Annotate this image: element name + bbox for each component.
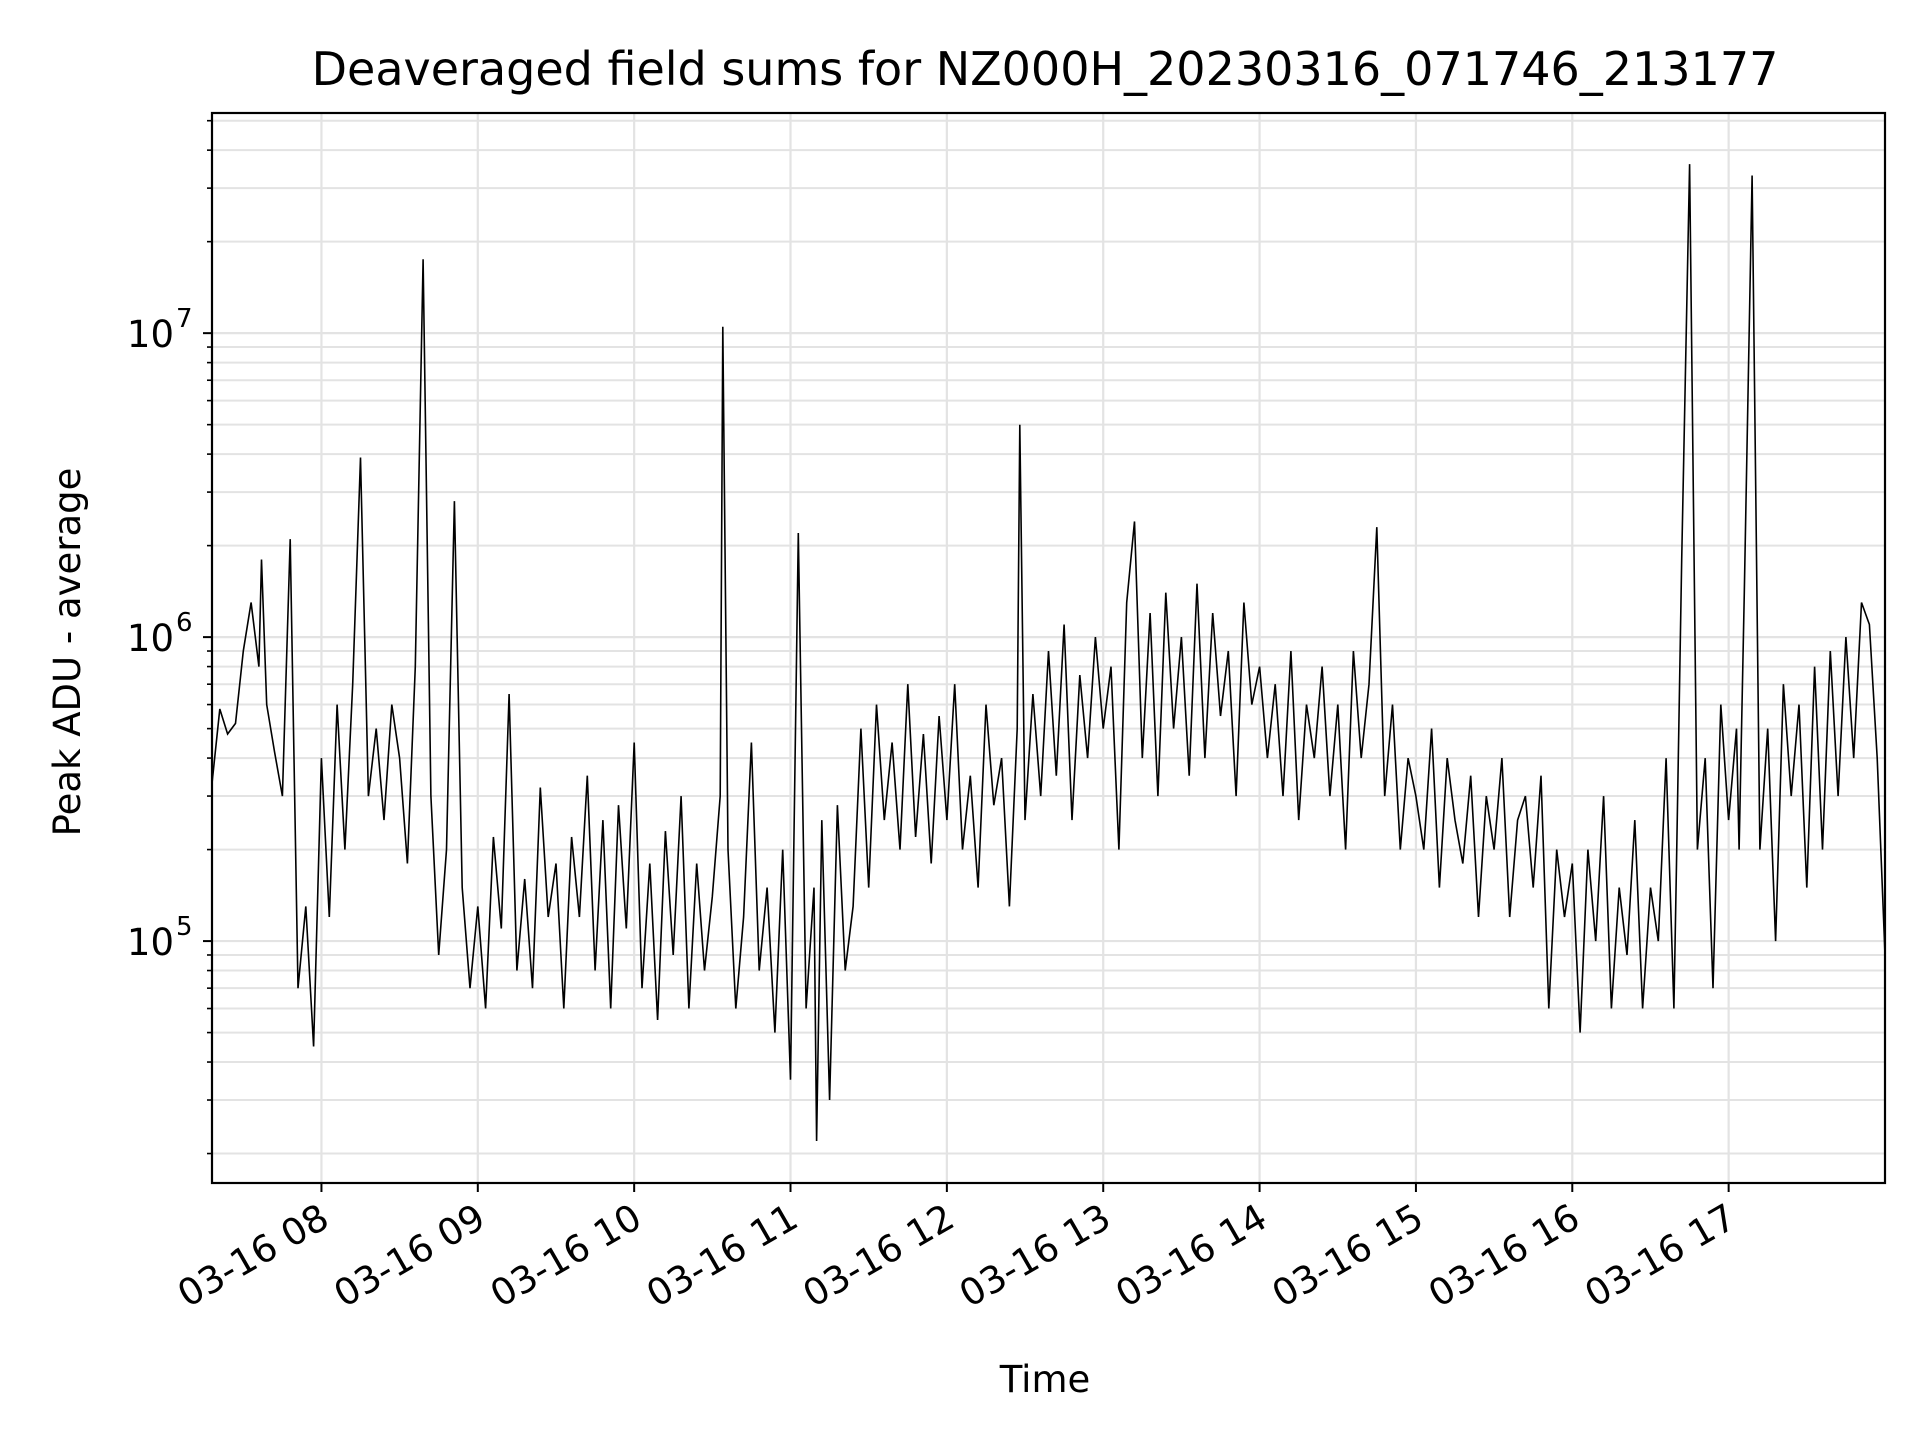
y-tick-label: 10 — [127, 921, 174, 964]
y-tick-exponent: 6 — [176, 608, 193, 638]
y-tick-exponent: 7 — [176, 304, 193, 334]
grid-minor — [212, 119, 1885, 1155]
plot-frame — [210, 111, 1887, 1185]
series-group — [211, 164, 1886, 1142]
y-tick-label: 10 — [127, 313, 174, 356]
y-tick-exponent: 5 — [176, 912, 193, 942]
chart-title: Deaveraged field sums for NZ000H_2023031… — [312, 42, 1779, 96]
x-axis-label: Time — [999, 1358, 1091, 1401]
y-axis-label: Peak ADU - average — [46, 468, 89, 837]
grid-major — [212, 113, 1885, 1183]
y-tick-label: 10 — [127, 617, 174, 660]
series-line — [211, 164, 1886, 1142]
